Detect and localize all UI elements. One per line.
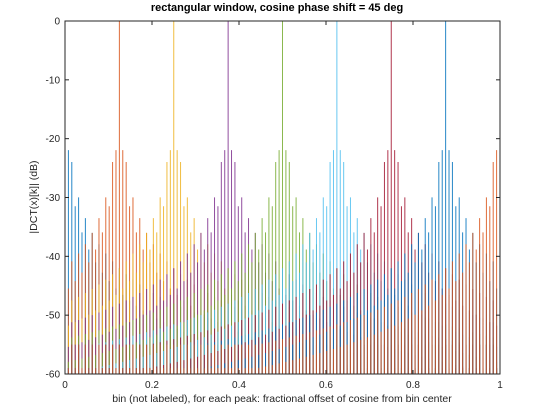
y-tick-label: -30 (46, 193, 61, 204)
series-layer (65, 21, 500, 374)
y-tick-label: -20 (46, 134, 61, 145)
y-axis-label: |DCT(x)[k]| (dB) (28, 160, 40, 233)
y-tick-label: -10 (46, 75, 61, 86)
y-tick-label: -50 (46, 311, 61, 322)
x-tick-label: 0.6 (319, 380, 333, 391)
x-tick-label: 0.2 (145, 380, 159, 391)
ticks-layer: 0 0.2 0.4 0.6 0.8 1 0 -10 -20 -30 -40 -50 -60 (46, 17, 504, 392)
x-axis-label: bin (not labeled), for each peak: fracti… (112, 393, 452, 405)
y-tick-label: -60 (46, 370, 61, 381)
y-tick-label: 0 (54, 17, 60, 28)
x-tick-label: 0.4 (232, 380, 246, 391)
series-8-line (65, 38, 500, 374)
x-tick-label: 0.8 (406, 380, 420, 391)
chart-title: rectangular window, cosine phase shift =… (151, 2, 403, 14)
x-tick-label: 1 (497, 380, 503, 391)
x-tick-label: 0 (62, 380, 68, 391)
y-tick-label: -40 (46, 252, 61, 263)
